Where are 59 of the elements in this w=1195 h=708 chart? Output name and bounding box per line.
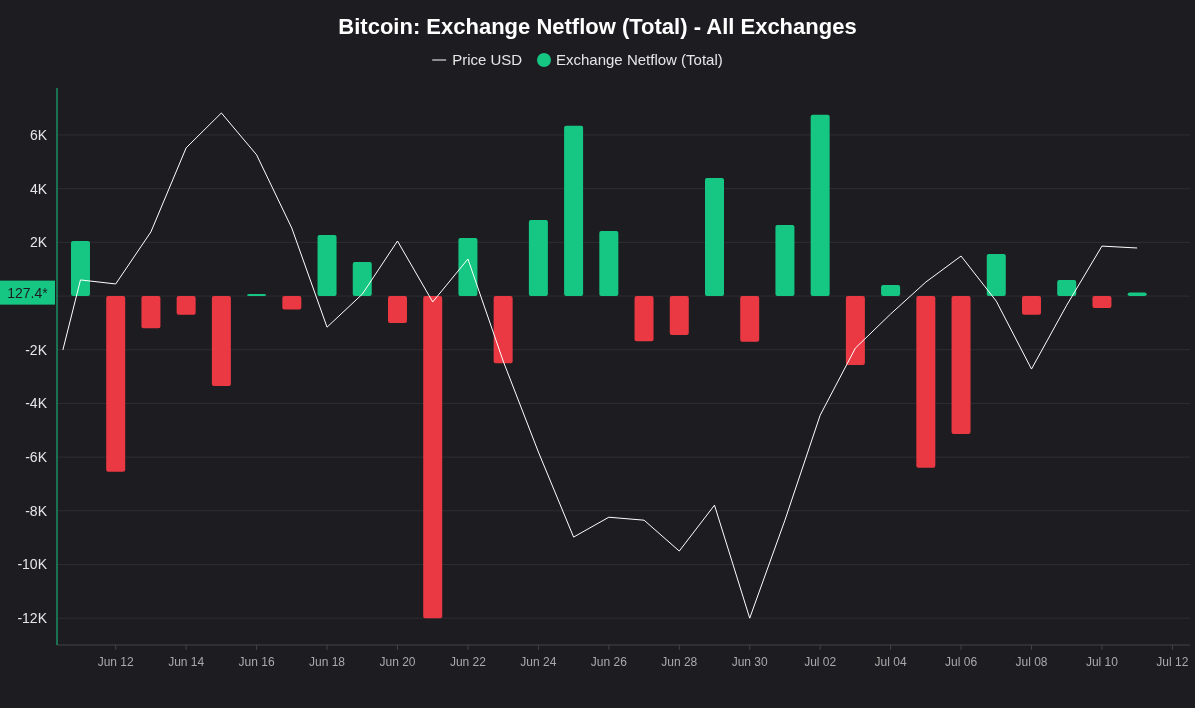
- x-tick-label: Jul 06: [945, 655, 978, 669]
- y-tick-label: 4K: [29, 180, 48, 197]
- bar: [704, 177, 724, 297]
- bar: [282, 296, 302, 310]
- bar: [916, 296, 936, 468]
- x-tick-label: Jun 12: [97, 655, 135, 669]
- y-tick-label: -12K: [17, 610, 48, 627]
- bar: [1057, 279, 1077, 297]
- y-tick-label: -8K: [25, 502, 48, 519]
- x-tick-label: Jun 16: [238, 655, 275, 669]
- y-tick-label: 6K: [29, 126, 48, 143]
- x-tick-label: Jun 20: [379, 655, 416, 669]
- x-tick-label: Jun 14: [168, 655, 205, 669]
- bar: [845, 296, 865, 366]
- bar: [1022, 296, 1041, 315]
- bar: [775, 224, 795, 297]
- bar: [1092, 296, 1112, 309]
- bar: [387, 296, 407, 323]
- y-tick-label: -2K: [25, 341, 48, 358]
- bar: [176, 296, 196, 315]
- bar: [986, 253, 1006, 297]
- bar: [881, 285, 901, 297]
- chart-title: Bitcoin: Exchange Netflow (Total) - All Exchanges: [338, 14, 857, 39]
- bar: [141, 296, 161, 329]
- bar: [740, 296, 760, 342]
- x-tick-label: Jun 28: [661, 655, 698, 669]
- bar: [599, 231, 619, 297]
- y-tick-label: -4K: [25, 395, 48, 412]
- bar: [493, 296, 513, 364]
- y-tick-label: -6K: [25, 449, 48, 466]
- x-tick-label: Jul 12: [1156, 655, 1189, 669]
- x-tick-label: Jun 22: [449, 655, 487, 669]
- bar: [423, 296, 443, 619]
- x-tick-label: Jun 30: [731, 655, 769, 669]
- bar: [564, 125, 584, 297]
- bar: [106, 296, 126, 472]
- bar: [951, 296, 971, 435]
- bar: [458, 238, 478, 297]
- bar: [70, 241, 90, 297]
- bar: [810, 114, 830, 297]
- bar: [669, 296, 689, 335]
- x-tick-label: Jun 26: [590, 655, 628, 669]
- x-tick-label: Jul 10: [1085, 655, 1119, 669]
- bar: [317, 235, 337, 297]
- y-tick-label: 2K: [29, 234, 48, 251]
- x-tick-label: Jul 04: [874, 655, 907, 669]
- legend-label: Exchange Netflow (Total): [556, 51, 723, 68]
- bar: [352, 261, 372, 297]
- x-tick-label: Jun 24: [520, 655, 557, 669]
- x-tick-label: Jul 08: [1015, 655, 1048, 669]
- text: 127.4*: [7, 284, 49, 301]
- y-tick-label: -10K: [17, 556, 48, 573]
- x-tick-label: Jul 02: [804, 655, 837, 669]
- bar: [528, 220, 548, 297]
- x-tick-label: Jun 18: [309, 655, 346, 669]
- legend-label: Price USD: [452, 51, 523, 68]
- bar: [247, 293, 267, 297]
- bar: [211, 296, 231, 386]
- bar: [634, 296, 654, 342]
